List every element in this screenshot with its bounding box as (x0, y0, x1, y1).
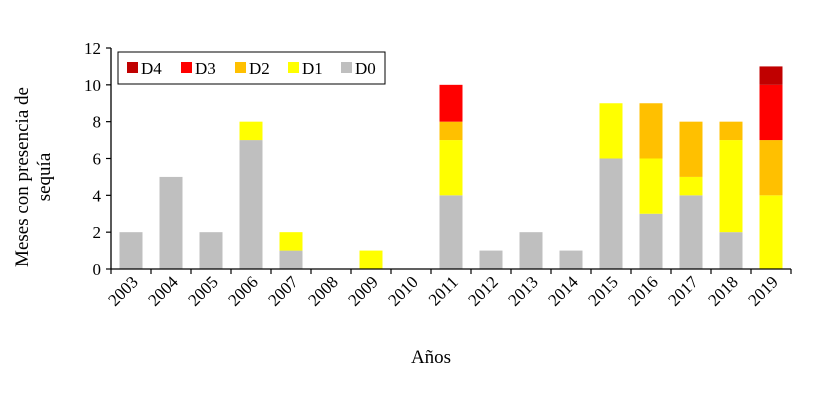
bar-segment-d1-2019 (759, 195, 783, 269)
x-tick-label-2009: 2009 (344, 272, 381, 309)
x-tick-label-2012: 2012 (464, 272, 501, 309)
legend-swatch-d1 (288, 62, 299, 73)
bar-segment-d1-2006 (239, 121, 263, 141)
legend-label-d1: D1 (302, 59, 323, 78)
y-tick-labels: 0 2 4 6 8 10 12 (84, 39, 102, 279)
y-tick-label-2: 2 (93, 223, 102, 242)
bar-segment-d2-2017 (679, 121, 703, 177)
bar-segment-d0-2014 (559, 250, 583, 269)
legend-swatch-d4 (127, 62, 138, 73)
x-tick-label-2011: 2011 (425, 272, 462, 309)
legend-label-d3: D3 (195, 59, 216, 78)
x-tick-label-2018: 2018 (704, 272, 741, 309)
x-tick-label-2008: 2008 (304, 272, 341, 309)
bar-segment-d0-2012 (479, 250, 503, 269)
x-tick-label-2016: 2016 (624, 272, 661, 309)
legend-label-d0: D0 (355, 59, 376, 78)
bar-segment-d1-2018 (719, 140, 743, 233)
bar-segment-d0-2003 (119, 232, 143, 269)
x-tick-label-2007: 2007 (264, 272, 302, 310)
bar-segment-d4-2019 (759, 66, 783, 85)
bars-layer (119, 66, 783, 269)
bar-segment-d0-2006 (239, 140, 263, 269)
y-axis-title: Meses con presencia de sequía (12, 87, 55, 267)
x-tick-label-2015: 2015 (584, 272, 621, 309)
bar-segment-d3-2011 (439, 84, 463, 122)
bar-segment-d3-2019 (759, 84, 783, 141)
x-tick-label-2003: 2003 (104, 272, 141, 309)
y-tick-label-8: 8 (93, 113, 102, 132)
y-tick-label-0: 0 (93, 260, 102, 279)
bar-segment-d2-2019 (759, 140, 783, 196)
x-tick-label-2017: 2017 (664, 272, 702, 310)
x-tick-label-2006: 2006 (224, 272, 261, 309)
bar-segment-d1-2009 (359, 250, 383, 269)
bar-segment-d0-2011 (439, 195, 463, 269)
bar-segment-d0-2007 (279, 250, 303, 269)
x-tick-label-2004: 2004 (144, 272, 182, 310)
y-tick-label-6: 6 (93, 150, 102, 169)
bar-segment-d0-2017 (679, 195, 703, 269)
bar-segment-d1-2016 (639, 158, 663, 214)
y-tick-label-10: 10 (84, 76, 101, 95)
x-tick-label-2005: 2005 (184, 272, 221, 309)
bar-segment-d0-2013 (519, 232, 543, 269)
legend: D4 D3 D2 D1 D0 (117, 51, 386, 85)
x-tick-label-2014: 2014 (544, 272, 582, 310)
bar-segment-d0-2015 (599, 158, 623, 269)
bar-segment-d1-2017 (679, 176, 703, 196)
bar-segment-d1-2011 (439, 140, 463, 196)
y-axis-title-line-1: Meses con presencia de (12, 87, 33, 267)
legend-box (117, 51, 386, 85)
x-axis-title: Años (411, 347, 451, 368)
legend-swatch-d3 (181, 62, 192, 73)
x-tick-label-2013: 2013 (504, 272, 541, 309)
bar-segment-d2-2011 (439, 121, 463, 141)
bar-segment-d0-2016 (639, 213, 663, 269)
legend-swatch-d2 (235, 62, 246, 73)
x-tick-label-2019: 2019 (744, 272, 781, 309)
legend-label-d2: D2 (249, 59, 270, 78)
bar-segment-d1-2007 (279, 232, 303, 251)
bar-segment-d0-2004 (159, 176, 183, 269)
x-tick-labels: 2003 2004 2005 2006 2007 2008 2009 2010 2011 2012… (104, 272, 781, 310)
bar-segment-d1-2015 (599, 103, 623, 159)
y-tick-label-4: 4 (93, 186, 102, 205)
bar-segment-d2-2016 (639, 103, 663, 159)
y-tick-label-12: 12 (84, 39, 101, 58)
axes-layer (106, 47, 792, 274)
y-axis-title-line-2: sequía (34, 152, 55, 201)
bar-segment-d0-2018 (719, 232, 743, 269)
legend-swatch-d0 (341, 62, 352, 73)
legend-label-d4: D4 (141, 59, 162, 78)
bar-segment-d2-2018 (719, 121, 743, 141)
x-tick-label-2010: 2010 (384, 272, 421, 309)
bar-segment-d0-2005 (199, 232, 223, 269)
